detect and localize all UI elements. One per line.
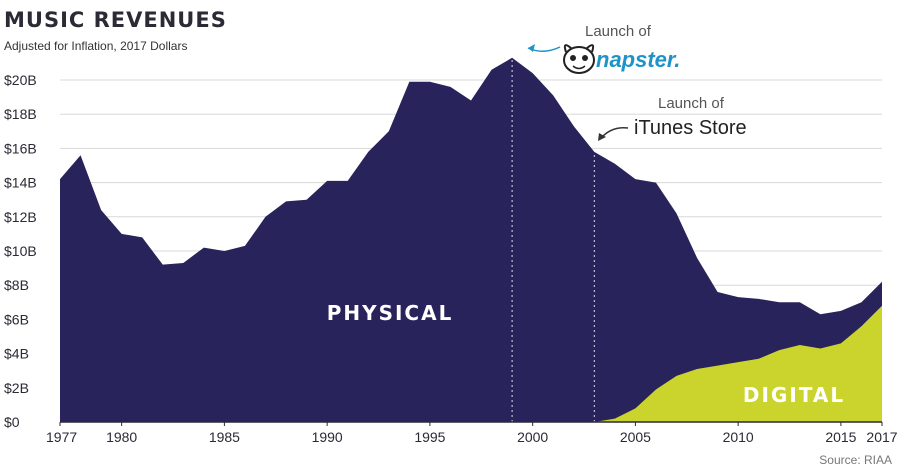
y-tick-label: $12B: [4, 209, 37, 225]
y-tick-label: $8B: [4, 277, 29, 293]
itunes-arrow-head: [598, 133, 606, 141]
y-tick-label: $2B: [4, 380, 29, 396]
y-tick-label: $18B: [4, 106, 37, 122]
napster-cat-icon: [563, 44, 595, 74]
y-tick-label: $14B: [4, 175, 37, 191]
physical-series-label: PHYSICAL: [327, 301, 454, 325]
y-tick-label: $0: [4, 414, 20, 430]
napster-logo-text: napster.: [596, 47, 680, 72]
chart-title: MUSIC REVENUES: [4, 8, 227, 32]
itunes-launch-label: Launch of: [658, 95, 725, 112]
chart-subtitle: Adjusted for Inflation, 2017 Dollars: [4, 39, 188, 53]
napster-arrow-head: [528, 44, 535, 52]
digital-series-label: DIGITAL: [743, 383, 845, 407]
x-tick-label: 1985: [209, 429, 240, 445]
y-tick-label: $10B: [4, 243, 37, 259]
y-tick-label: $20B: [4, 72, 37, 88]
x-tick-label: 2017: [866, 429, 897, 445]
x-tick-label: 2005: [620, 429, 651, 445]
x-tick-label: 1977: [46, 429, 77, 445]
x-tick-label: 2010: [723, 429, 754, 445]
x-tick-label: 2015: [825, 429, 856, 445]
x-tick-label: 1990: [312, 429, 343, 445]
x-tick-label: 1980: [106, 429, 137, 445]
y-tick-label: $6B: [4, 311, 29, 327]
physical-area: [60, 57, 882, 423]
x-tick-label: 1995: [414, 429, 445, 445]
y-tick-label: $4B: [4, 346, 29, 362]
digital-area: [60, 305, 882, 422]
chart-source: Source: RIAA: [819, 453, 892, 467]
itunes-store-label: iTunes Store: [634, 117, 747, 139]
y-tick-label: $16B: [4, 140, 37, 156]
x-tick-label: 2000: [517, 429, 548, 445]
napster-launch-label: Launch of: [585, 23, 652, 40]
